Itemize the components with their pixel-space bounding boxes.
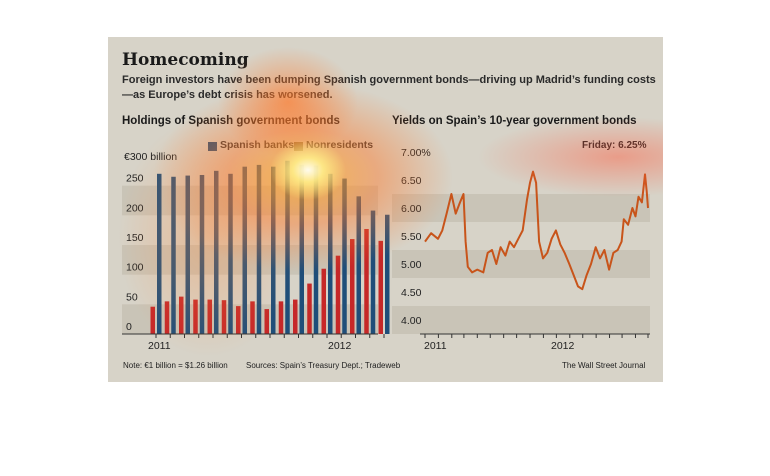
bar-nonresidents xyxy=(293,299,298,334)
bar-nonresidents xyxy=(150,306,155,334)
y-tick-label: 6.50 xyxy=(401,175,422,187)
y-tick-label: 100 xyxy=(126,262,144,274)
bar-spanish-banks xyxy=(242,166,247,334)
y-tick-label: 5.00 xyxy=(401,259,422,271)
yield-annotation: Friday: 6.25% xyxy=(582,140,647,151)
bar-nonresidents xyxy=(236,306,241,334)
bar-spanish-banks xyxy=(228,173,233,334)
bar-spanish-banks xyxy=(370,210,376,334)
credit: The Wall Street Journal xyxy=(562,361,646,370)
bar-spanish-banks xyxy=(256,164,262,334)
yield-x-axis: 2011 2012 xyxy=(420,333,650,352)
bar-nonresidents xyxy=(250,301,255,334)
y-tick-label: 200 xyxy=(126,202,144,214)
x-tick-label: 2012 xyxy=(551,340,575,352)
bar-spanish-banks xyxy=(385,214,390,334)
bar-nonresidents xyxy=(164,301,170,334)
bar-nonresidents xyxy=(364,228,369,334)
bar-nonresidents xyxy=(264,309,269,334)
y-tick-label: 7.00% xyxy=(401,147,431,159)
bar-spanish-banks xyxy=(214,170,219,334)
y-tick-label: 4.00 xyxy=(401,315,422,327)
bar-spanish-banks xyxy=(185,175,190,334)
bar-spanish-banks xyxy=(342,178,347,334)
sources: Sources: Spain’s Treasury Dept.; Tradewe… xyxy=(246,361,401,370)
bar-spanish-banks xyxy=(157,173,162,334)
bar-spanish-banks xyxy=(285,160,290,334)
bar-nonresidents xyxy=(307,283,312,334)
holdings-x-axis: 2011 2012 xyxy=(122,333,385,352)
yield-y-ticks: 4.00 4.50 5.00 5.50 6.00 6.50 7.00% xyxy=(401,147,431,327)
holdings-chart-title: Holdings of Spanish government bonds xyxy=(122,115,340,127)
x-tick-label: 2011 xyxy=(424,340,447,352)
y-tick-label: 150 xyxy=(126,232,144,244)
bar-nonresidents xyxy=(378,240,383,334)
bar-nonresidents xyxy=(278,301,284,334)
bar-nonresidents xyxy=(179,296,184,334)
bar-nonresidents xyxy=(335,255,341,334)
x-tick-label: 2011 xyxy=(148,340,171,352)
bar-nonresidents xyxy=(321,268,326,334)
bar-spanish-banks xyxy=(199,174,205,334)
page-subtitle: Foreign investors have been dumping Span… xyxy=(122,74,656,101)
legend-label-spanish-banks: Spanish banks xyxy=(220,139,295,151)
y-tick-label: 50 xyxy=(126,291,138,303)
y-tick-label: 0 xyxy=(126,321,132,333)
bar-spanish-banks xyxy=(328,173,333,334)
bar-nonresidents xyxy=(221,300,227,334)
bar-spanish-banks xyxy=(299,164,304,334)
legend-swatch-spanish-banks xyxy=(208,142,217,151)
bar-nonresidents xyxy=(193,299,198,334)
footnote: Note: €1 billion = $1.26 billion xyxy=(123,361,228,370)
grid-band xyxy=(392,306,650,334)
bar-spanish-banks xyxy=(271,166,276,334)
y-tick-label: 6.00 xyxy=(401,203,422,215)
y-tick-label: 250 xyxy=(126,173,144,185)
bar-spanish-banks xyxy=(171,176,176,334)
bar-nonresidents xyxy=(350,239,355,334)
y-tick-label-top: €300 billion xyxy=(124,151,177,163)
bar-nonresidents xyxy=(207,299,212,334)
bar-spanish-banks xyxy=(356,196,361,334)
legend-swatch-nonresidents xyxy=(294,142,303,151)
yield-chart-title: Yields on Spain’s 10-year government bon… xyxy=(392,115,637,127)
grid-band xyxy=(392,194,650,222)
y-tick-label: 4.50 xyxy=(401,287,422,299)
x-tick-label: 2012 xyxy=(328,340,352,352)
page-title: Homecoming xyxy=(122,50,249,70)
legend-label-nonresidents: Nonresidents xyxy=(306,139,374,151)
y-tick-label: 5.50 xyxy=(401,231,422,243)
bar-spanish-banks xyxy=(313,165,319,334)
